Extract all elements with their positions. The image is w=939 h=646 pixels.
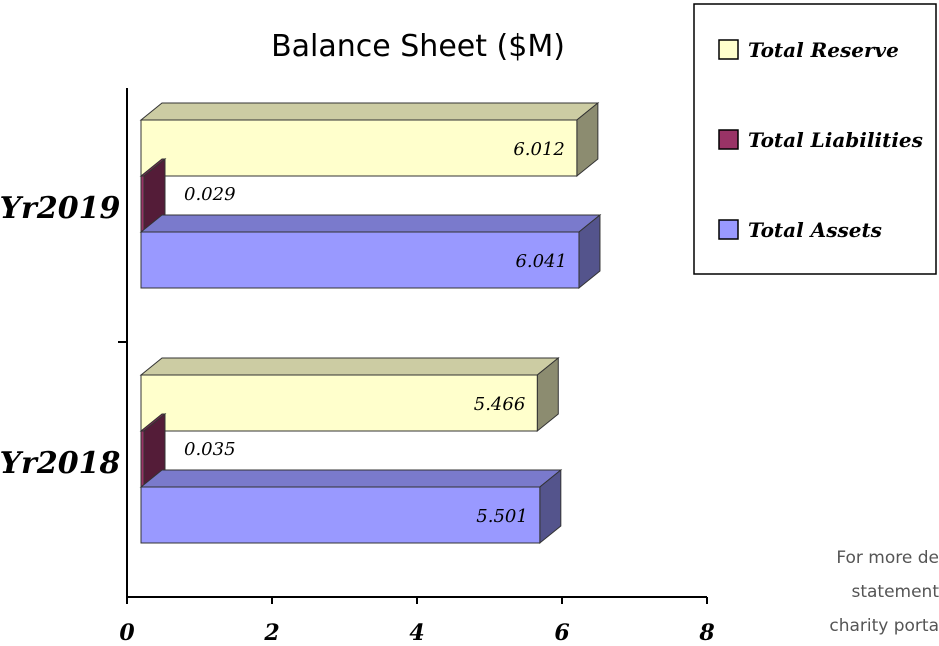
category-label-yr2018: Yr2018 [0, 446, 120, 481]
data-label: 0.035 [184, 439, 236, 460]
bar-top-face [139, 357, 560, 376]
legend-label: Total Reserve [748, 38, 899, 62]
bar-total-assets-yr2018: 5.501 [139, 468, 563, 545]
legend-label: Total Liabilities [748, 128, 923, 152]
bar-top-face [139, 214, 602, 233]
data-label: 6.041 [515, 251, 567, 272]
x-tick-label: 0 [119, 620, 135, 646]
chart-title: Balance Sheet ($M) [271, 29, 565, 64]
category-labels: Yr2018 Yr2019 [0, 191, 120, 481]
bar-total-liabilities-yr2018: 0.035 [139, 412, 236, 489]
footnote-line-3: charity porta [829, 616, 939, 636]
footnote-line-1: For more de [836, 548, 939, 568]
footnote-line-2: statement [851, 582, 939, 602]
x-axis-ticks: 0 2 4 6 8 [118, 341, 715, 646]
bar-total-reserve-yr2018: 5.466 [139, 356, 560, 433]
bar-front-face [140, 374, 538, 432]
legend: Total Reserve Total Liabilities Total Asse… [693, 3, 937, 275]
bar-top-face [139, 469, 563, 488]
footnote: For more de statement charity porta [829, 548, 939, 636]
bar-front-face [140, 430, 145, 488]
x-tick-label: 6 [554, 620, 569, 646]
bar-total-assets-yr2019: 6.041 [139, 213, 602, 290]
x-tick-label: 8 [698, 620, 714, 646]
bar-front-face [140, 486, 541, 544]
category-label-yr2019: Yr2019 [0, 191, 120, 226]
bar-total-reserve-yr2019: 6.012 [139, 101, 600, 178]
data-label: 5.501 [476, 506, 528, 527]
legend-swatch [718, 39, 739, 60]
legend-label: Total Assets [748, 218, 882, 242]
data-label: 6.012 [513, 139, 565, 160]
legend-swatch [718, 129, 739, 150]
x-tick-label: 4 [409, 620, 424, 646]
x-tick-label: 2 [263, 620, 279, 646]
bar-total-liabilities-yr2019: 0.029 [139, 157, 236, 234]
bar-top-face [139, 102, 600, 121]
legend-swatch [718, 219, 739, 240]
data-label: 0.029 [184, 184, 236, 205]
bar-front-face [140, 231, 580, 289]
bar-front-face [140, 119, 578, 177]
bar-front-face [140, 175, 145, 233]
data-label: 5.466 [474, 394, 526, 415]
bar-marks: 5.466 0.035 5.501 6.012 0.029 6.041 [139, 101, 602, 545]
